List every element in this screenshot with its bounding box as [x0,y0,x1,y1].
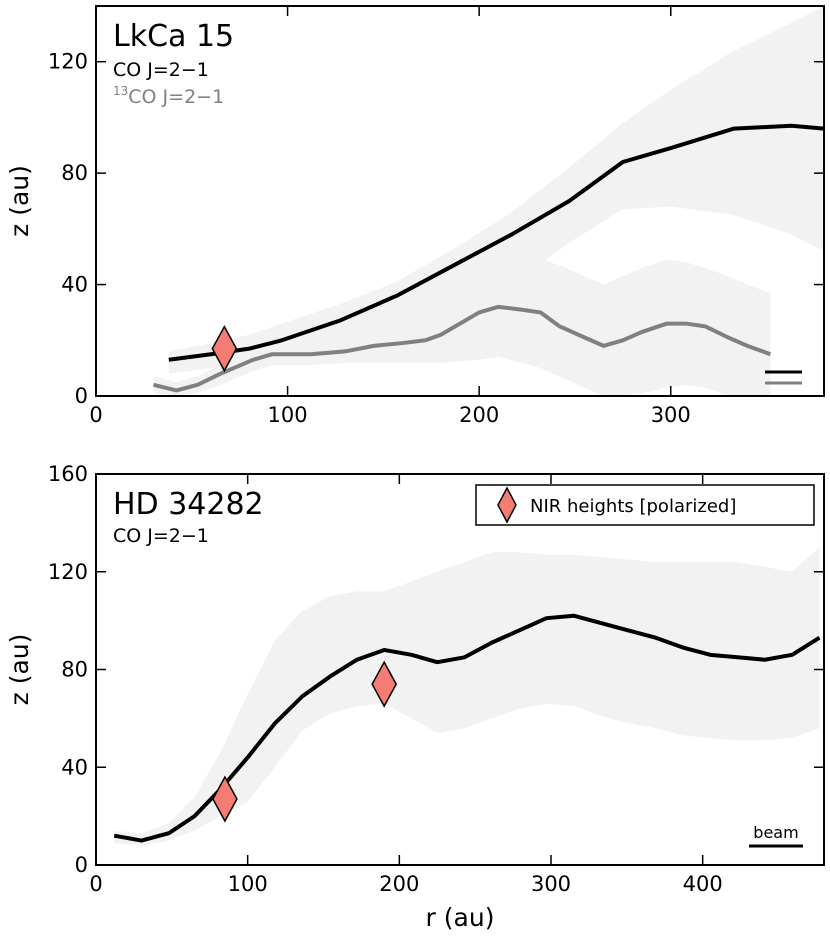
band-co [114,547,820,846]
x-axis-label: r (au) [426,903,495,932]
co-label: CO J=2−1 [113,525,209,547]
13co-label: 13CO J=2−1 [113,84,224,108]
band-co [168,6,824,374]
band-13co [153,259,771,396]
legend-label: NIR heights [polarized] [530,496,736,517]
y-tick-label: 40 [61,273,88,297]
y-tick-label: 80 [61,161,88,185]
legend-box [475,484,815,526]
axis-ticks: 0 100 200 300 0 40 80 120 [48,6,824,427]
y-tick-label: 0 [75,853,88,877]
uncertainty-bands [153,6,824,396]
x-tick-label: 400 [683,872,723,896]
x-tick-label: 200 [459,403,499,427]
13co-main-label: CO J=2−1 [128,86,224,108]
series-line-co [113,613,821,843]
profile-lines [153,123,824,393]
plot-frame [95,5,825,397]
y-tick-label: 120 [48,560,88,584]
panel-title: LkCa 15 [113,19,234,54]
series-line-co [168,123,824,362]
legend: NIR heights [polarized] [475,484,815,526]
series-line-13co [153,304,772,393]
nir-height-marker [211,325,238,373]
x-tick-label: 100 [228,872,268,896]
y-axis-label: z (au) [5,165,34,237]
x-tick-label: 300 [531,872,571,896]
legend-marker-diamond [497,486,517,524]
y-tick-label: 160 [48,462,88,486]
y-tick-label: 40 [61,755,88,779]
y-tick-label: 120 [48,50,88,74]
nir-markers [211,325,238,373]
x-tick-label: 0 [89,403,102,427]
beam-label: beam [753,823,798,842]
x-tick-label: 0 [89,872,102,896]
13co-superscript: 13 [113,84,128,98]
uncertainty-bands [114,547,820,846]
y-axis-label: z (au) [5,634,34,706]
nir-height-marker [371,660,398,708]
y-tick-label: 0 [75,384,88,408]
panel-hd34282: 0 100 200 300 400 0 40 80 120 160 HD 34282 CO J=2… [5,462,825,932]
nir-height-marker [212,775,238,823]
x-tick-label: 200 [379,872,419,896]
x-tick-label: 100 [268,403,308,427]
panel-title: HD 34282 [113,487,264,522]
nir-markers [212,660,398,823]
axis-ticks: 0 100 200 300 400 0 40 80 120 160 [48,462,824,896]
co-label: CO J=2−1 [113,59,209,81]
y-tick-label: 80 [61,658,88,682]
x-tick-label: 300 [651,403,691,427]
profile-lines [113,613,821,843]
